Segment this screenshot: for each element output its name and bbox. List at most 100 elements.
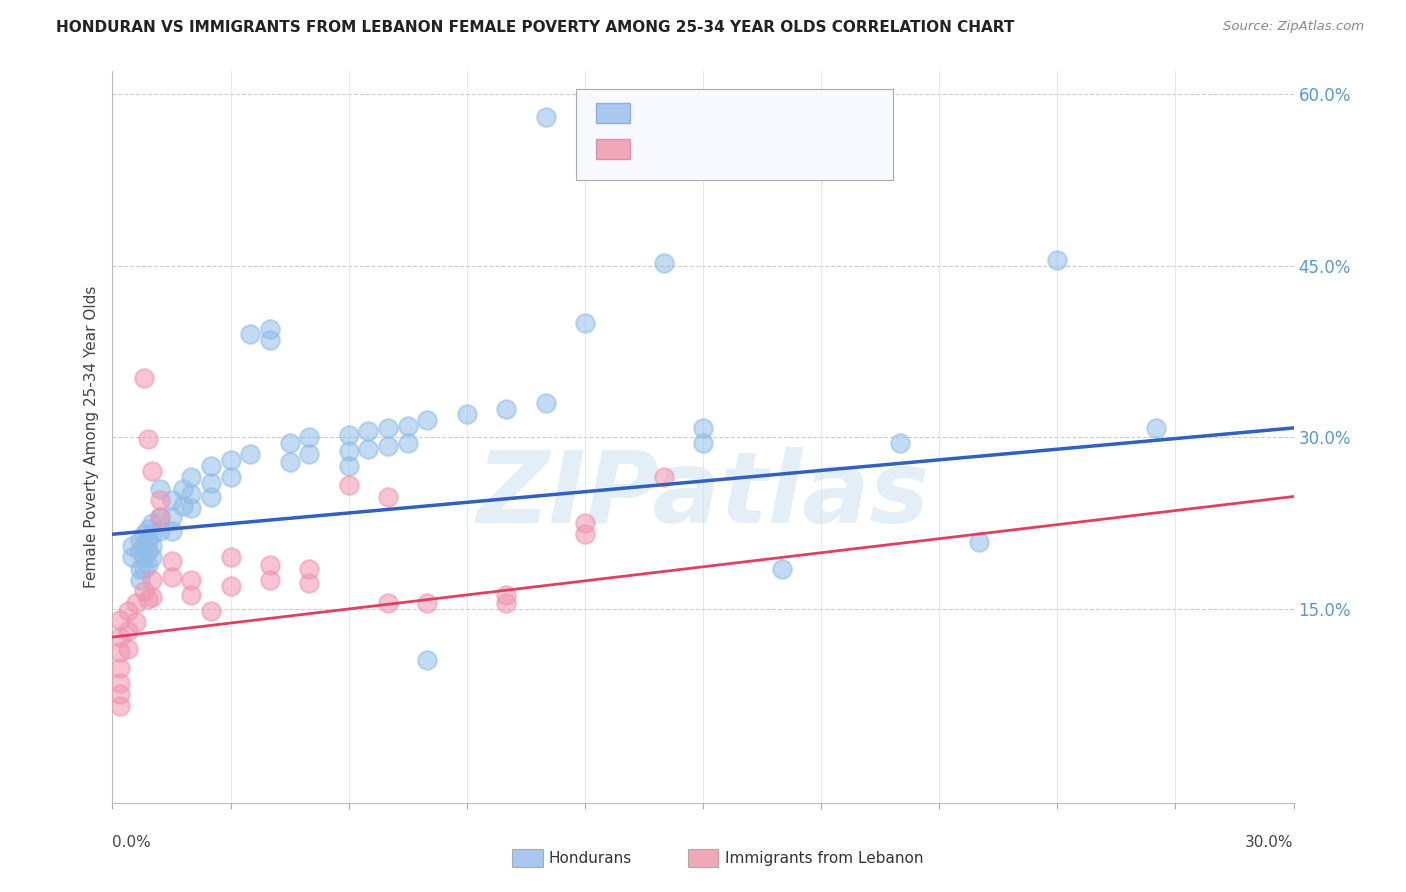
Point — [692, 421, 714, 435]
Point — [534, 396, 557, 410]
Point — [149, 524, 172, 538]
Point — [149, 482, 172, 496]
Point — [180, 470, 202, 484]
Point — [110, 613, 132, 627]
Point — [200, 490, 222, 504]
Point — [416, 413, 439, 427]
Point — [377, 490, 399, 504]
Point — [117, 641, 139, 656]
Point — [121, 550, 143, 565]
Point — [377, 421, 399, 435]
Point — [132, 561, 155, 575]
Text: 0.0%: 0.0% — [112, 836, 152, 850]
Point — [136, 544, 159, 558]
Text: 30.0%: 30.0% — [1246, 836, 1294, 850]
Point — [141, 573, 163, 587]
Point — [180, 573, 202, 587]
Point — [259, 558, 281, 573]
Point — [132, 550, 155, 565]
Point — [160, 524, 183, 538]
Point — [129, 533, 152, 547]
Point — [396, 435, 419, 450]
Point — [219, 550, 242, 565]
Point — [298, 430, 321, 444]
Point — [219, 579, 242, 593]
Point — [110, 630, 132, 644]
Point — [337, 458, 360, 473]
Point — [259, 333, 281, 347]
Point — [160, 553, 183, 567]
Point — [278, 455, 301, 469]
Point — [121, 539, 143, 553]
Point — [456, 407, 478, 421]
Text: R =  0.314   N =  64: R = 0.314 N = 64 — [637, 104, 818, 122]
Point — [132, 584, 155, 599]
Point — [110, 675, 132, 690]
Point — [692, 435, 714, 450]
Text: HONDURAN VS IMMIGRANTS FROM LEBANON FEMALE POVERTY AMONG 25-34 YEAR OLDS CORRELA: HONDURAN VS IMMIGRANTS FROM LEBANON FEMA… — [56, 20, 1015, 35]
Point — [125, 615, 148, 630]
Point — [110, 698, 132, 713]
Point — [298, 576, 321, 591]
Point — [129, 561, 152, 575]
Point — [652, 256, 675, 270]
Point — [377, 439, 399, 453]
Point — [200, 458, 222, 473]
Point — [136, 533, 159, 547]
Text: Immigrants from Lebanon: Immigrants from Lebanon — [725, 851, 924, 865]
Point — [141, 516, 163, 530]
Point — [337, 478, 360, 492]
Point — [129, 573, 152, 587]
Point — [149, 510, 172, 524]
Point — [129, 544, 152, 558]
Point — [200, 604, 222, 618]
Point — [172, 499, 194, 513]
Point — [298, 561, 321, 575]
Point — [574, 527, 596, 541]
Point — [136, 592, 159, 607]
Point — [967, 535, 990, 549]
Point — [141, 590, 163, 604]
Point — [416, 596, 439, 610]
Point — [259, 321, 281, 335]
Point — [396, 418, 419, 433]
Point — [259, 573, 281, 587]
Point — [278, 435, 301, 450]
Point — [136, 521, 159, 535]
Point — [172, 482, 194, 496]
Point — [1046, 252, 1069, 267]
Point — [357, 442, 380, 456]
Point — [160, 569, 183, 583]
Point — [180, 500, 202, 515]
Point — [219, 470, 242, 484]
Point — [136, 558, 159, 573]
Point — [337, 443, 360, 458]
Point — [652, 470, 675, 484]
Point — [534, 110, 557, 124]
Point — [125, 596, 148, 610]
Point — [132, 370, 155, 384]
Point — [141, 527, 163, 541]
Point — [495, 401, 517, 416]
Point — [110, 645, 132, 659]
Point — [574, 516, 596, 530]
Point — [141, 539, 163, 553]
Text: Source: ZipAtlas.com: Source: ZipAtlas.com — [1223, 20, 1364, 33]
Point — [200, 475, 222, 490]
Point — [416, 653, 439, 667]
Point — [180, 487, 202, 501]
Point — [136, 433, 159, 447]
Point — [770, 561, 793, 575]
Point — [149, 510, 172, 524]
Point — [298, 447, 321, 461]
Text: R =  0.269   N =  42: R = 0.269 N = 42 — [637, 140, 818, 158]
Point — [160, 510, 183, 524]
Point — [110, 687, 132, 701]
Text: ZIPatlas: ZIPatlas — [477, 447, 929, 544]
Point — [357, 425, 380, 439]
Point — [160, 492, 183, 507]
Point — [889, 435, 911, 450]
Point — [219, 453, 242, 467]
Point — [1144, 421, 1167, 435]
Point — [495, 588, 517, 602]
